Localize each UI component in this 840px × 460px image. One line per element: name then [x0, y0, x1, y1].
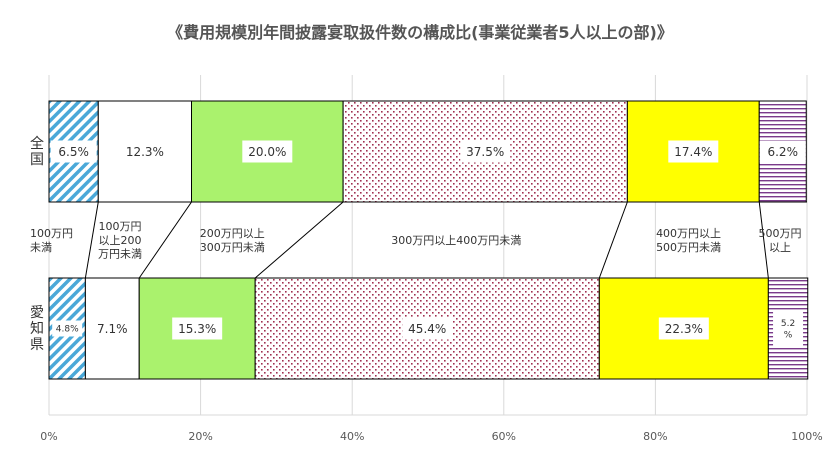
series-line: [598, 201, 628, 279]
x-tick-label: 0%: [40, 430, 57, 443]
data-label-box: [668, 140, 719, 163]
data-label: 37.5%: [466, 145, 504, 159]
data-label-box: [402, 317, 453, 340]
series-name-label: 300万円以上400万円未満: [391, 234, 521, 247]
data-label-box: [773, 311, 804, 346]
bar-segment: [84, 277, 140, 380]
data-label: 15.3%: [178, 322, 216, 336]
data-label-box: [759, 140, 806, 163]
series-line: [758, 201, 769, 279]
bar-segment: [97, 100, 193, 203]
data-label: 6.5%: [58, 145, 89, 159]
chart-title: 《費用規模別年間披露宴取扱件数の構成比(事業従業者5人以上の部)》: [167, 23, 673, 42]
data-label: 45.4%: [408, 322, 446, 336]
x-tick-label: 100%: [791, 430, 822, 443]
category-label: 愛知県: [28, 305, 44, 353]
series-line: [84, 201, 99, 279]
data-label-box: [460, 140, 511, 163]
series-line: [254, 201, 344, 279]
data-label: 20.0%: [248, 145, 286, 159]
x-tick-label: 40%: [340, 430, 364, 443]
data-label: 6.2%: [767, 145, 798, 159]
data-label-box: [172, 317, 223, 340]
data-label: 7.1%: [97, 322, 128, 336]
data-label: 5.2%: [781, 319, 795, 340]
x-tick-label: 80%: [643, 430, 667, 443]
data-label: 4.8%: [56, 325, 79, 335]
series-name-label: 200万円以上 300万円未満: [200, 227, 265, 254]
data-label-box: [52, 320, 83, 337]
bar-segment: [626, 100, 760, 203]
data-label-box: [50, 140, 97, 163]
data-label-box: [658, 317, 709, 340]
data-label-box: [242, 140, 293, 163]
category-label: 全国: [28, 135, 44, 168]
x-tick-label: 20%: [188, 430, 212, 443]
series-name-label: 400万円以上 500万円未満: [656, 227, 721, 254]
series-line: [138, 201, 192, 279]
data-label: 12.3%: [126, 145, 164, 159]
series-name-label: 100万円以上200 万円未満: [98, 220, 142, 260]
series-name-label: 500万円以上: [759, 227, 802, 254]
data-label: 17.4%: [674, 145, 712, 159]
data-label: 22.3%: [665, 322, 703, 336]
series-name-label: 100万円未満: [30, 227, 73, 254]
x-tick-label: 60%: [492, 430, 516, 443]
